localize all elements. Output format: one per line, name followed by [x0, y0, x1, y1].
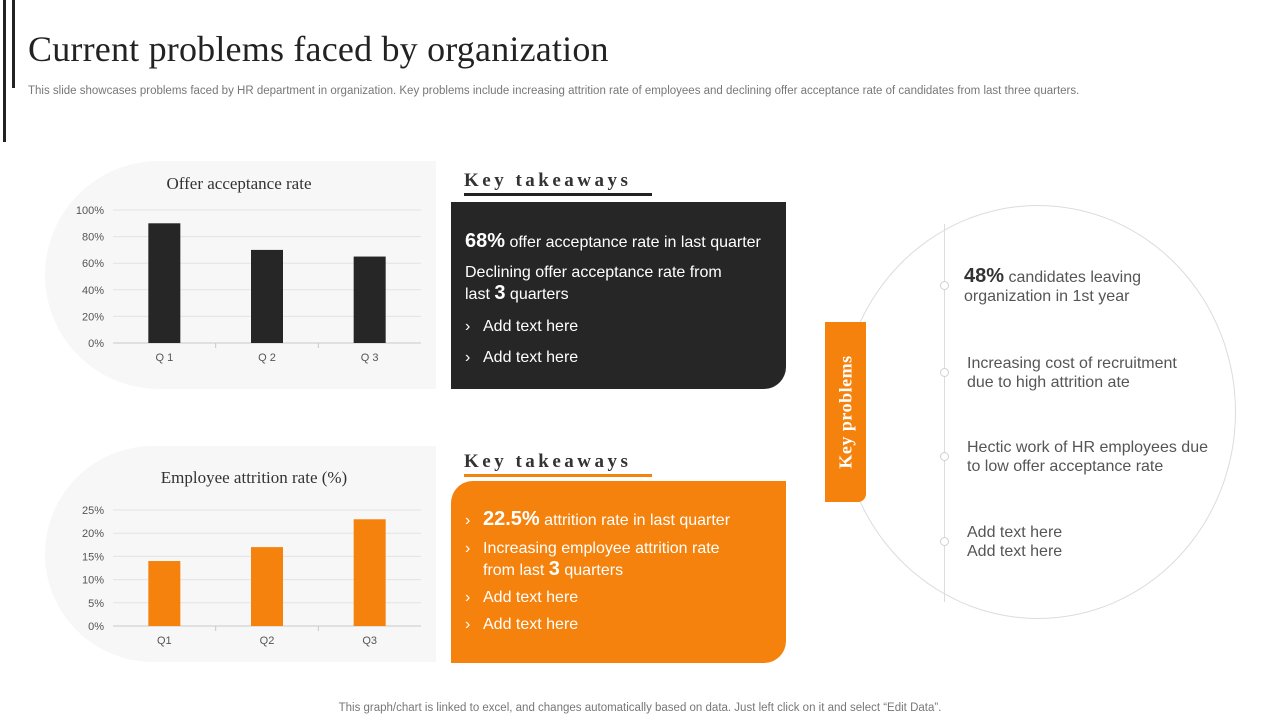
takeaway-offer-1: 68% offer acceptance rate in last quarte… [465, 231, 761, 253]
takeaway-offer-2-text-b: last [465, 286, 495, 303]
attrition-rate-chart[interactable]: Employee attrition rate (%) 0% 5% 10% 15% 20%… [45, 446, 436, 662]
takeaway-attrition-4-text: Add text here [483, 616, 579, 633]
key-problem-1-value: 48% [964, 265, 1005, 287]
y-tick-label: 10% [82, 575, 104, 587]
takeaway-attrition-2-value: 3 [548, 558, 560, 580]
page-subtitle: This slide showcases problems faced by H… [28, 85, 1080, 97]
y-tick-label: 5% [88, 598, 104, 610]
key-problem-3-text-a: Hectic work of HR employees due [967, 439, 1208, 456]
takeaway-offer-1-value: 68% [465, 230, 506, 252]
key-problem-1-text-a: candidates leaving [1004, 269, 1142, 286]
key-problem-2-text-b: due to high attrition ate [967, 374, 1130, 391]
takeaways-box-offer: 68% offer acceptance rate in last quarte… [451, 202, 786, 389]
bar-1 [148, 561, 181, 626]
takeaway-attrition-2-text-c: quarters [559, 562, 624, 579]
takeaway-offer-2-text-a: Declining offer acceptance rate from [465, 264, 722, 281]
key-problem-3-text-b: to low offer acceptance rate [967, 458, 1164, 475]
takeaway-offer-2-value: 3 [494, 282, 506, 304]
takeaway-attrition-3-text: Add text here [483, 589, 579, 606]
takeaway-offer-2: Declining offer acceptance rate from las… [465, 262, 722, 305]
key-problems-tab: Key problems [825, 322, 866, 502]
takeaway-offer-4-text: Add text here [483, 349, 579, 366]
bar-3 [353, 256, 386, 343]
title-accent-bar-short [12, 0, 15, 88]
key-problem-4-text-a: Add text here [967, 524, 1063, 541]
takeaway-attrition-3: › Add text here [465, 587, 578, 608]
takeaway-offer-4: › Add text here [465, 347, 578, 368]
takeaway-attrition-2: › Increasing employee attrition rate from… [465, 538, 720, 581]
chevron-right-icon: › [465, 349, 471, 366]
key-problem-2: Increasing cost of recruitment due to hi… [967, 354, 1177, 392]
page-title: Current problems faced by organization [28, 29, 609, 69]
chevron-right-icon: › [465, 540, 471, 557]
chart-title: Offer acceptance rate [166, 174, 311, 193]
takeaway-offer-3-text: Add text here [483, 318, 579, 335]
takeaway-attrition-4: › Add text here [465, 614, 578, 635]
takeaway-attrition-1-value: 22.5% [483, 508, 540, 530]
chevron-right-icon: › [465, 318, 471, 335]
chevron-right-icon: › [465, 589, 471, 606]
takeaway-attrition-1-text: attrition rate in last quarter [539, 512, 731, 529]
chevron-right-icon: › [465, 512, 471, 529]
takeaway-offer-1-text: offer acceptance rate in last quarter [505, 234, 761, 251]
key-problem-4-text-b: Add text here [967, 543, 1063, 560]
y-tick-label: 80% [82, 232, 104, 244]
x-tick-label: Q2 [260, 635, 275, 647]
key-problems-timeline [944, 224, 945, 602]
takeaway-attrition-2-text-b: from last [483, 562, 549, 579]
y-tick-label: 40% [82, 285, 104, 297]
key-problem-4: Add text here Add text here [967, 523, 1062, 561]
timeline-dot [940, 368, 949, 377]
key-problems-label: Key problems [835, 355, 855, 469]
takeaway-offer-3: › Add text here [465, 316, 578, 337]
bar-2 [251, 249, 283, 343]
bar-2 [251, 547, 283, 626]
y-tick-label: 0% [88, 621, 104, 633]
y-tick-label: 25% [82, 505, 104, 517]
key-problem-3: Hectic work of HR employees due to low o… [967, 438, 1208, 476]
takeaway-attrition-1: › 22.5% attrition rate in last quarter [465, 509, 730, 531]
y-tick-label: 15% [82, 551, 104, 563]
timeline-dot [940, 537, 949, 546]
x-tick-label: Q 1 [155, 352, 173, 364]
x-tick-label: Q 3 [361, 352, 379, 364]
timeline-dot [940, 281, 949, 290]
timeline-dot [940, 452, 949, 461]
bar-1 [148, 223, 181, 343]
key-problem-2-text-a: Increasing cost of recruitment [967, 355, 1177, 372]
y-tick-label: 20% [82, 528, 104, 540]
takeaways-heading-offer: Key takeaways [464, 170, 652, 196]
takeaway-attrition-2-text-a: Increasing employee attrition rate [483, 540, 720, 557]
takeaway-offer-2-text-c: quarters [505, 286, 569, 303]
takeaways-heading-attrition: Key takeaways [464, 451, 652, 477]
title-accent-bar [3, 0, 6, 142]
y-tick-label: 20% [82, 311, 104, 323]
footer-note: This graph/chart is linked to excel, and… [338, 702, 942, 714]
chart-title: Employee attrition rate (%) [161, 468, 347, 487]
takeaways-box-attrition: › 22.5% attrition rate in last quarter › I… [451, 481, 786, 663]
key-problem-1-text-b: organization in 1st year [964, 288, 1130, 305]
x-tick-label: Q 2 [258, 352, 276, 364]
chevron-right-icon: › [465, 616, 471, 633]
y-tick-label: 100% [76, 205, 104, 217]
x-tick-label: Q1 [157, 635, 172, 647]
key-problem-1: 48% candidates leaving organization in 1… [964, 265, 1142, 306]
x-tick-label: Q3 [362, 635, 377, 647]
bar-3 [353, 519, 386, 626]
offer-acceptance-chart[interactable]: Offer acceptance rate 0% 20% 40% 60% 80% 100% Q… [45, 161, 436, 389]
y-tick-label: 60% [82, 258, 104, 270]
y-tick-label: 0% [88, 338, 104, 350]
